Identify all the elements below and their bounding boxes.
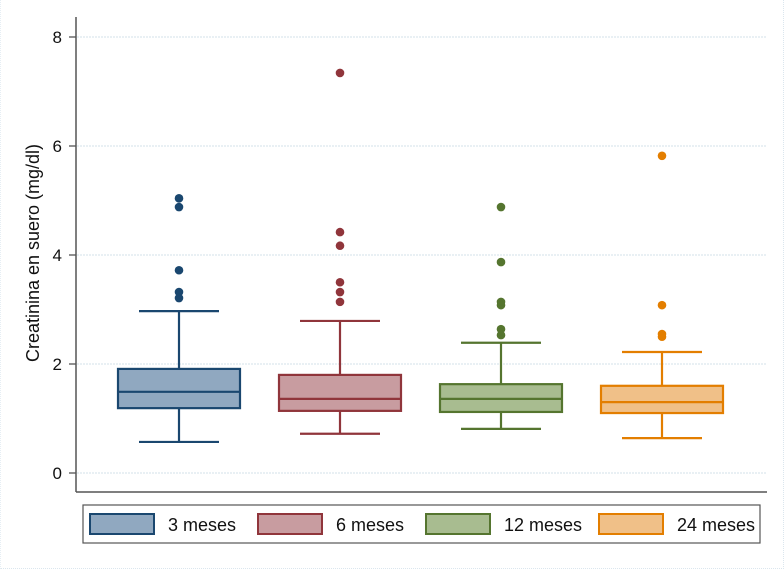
y-axis-title: Creatinina en suero (mg/dl) — [23, 144, 43, 362]
box-group-12-meses — [438, 202, 564, 430]
outlier-point — [496, 202, 506, 212]
y-tick-label: 6 — [53, 137, 62, 156]
y-tick-label: 2 — [53, 355, 62, 374]
outlier-point — [174, 265, 184, 275]
outlier-point — [174, 287, 184, 297]
box-group-6-meses — [277, 68, 403, 435]
legend-item: 12 meses — [425, 513, 582, 535]
outlier-point — [174, 293, 184, 303]
outlier-point — [657, 332, 667, 342]
iqr-box — [599, 384, 725, 415]
legend-label: 24 meses — [677, 515, 755, 535]
legend-swatch — [425, 513, 491, 535]
box-group-3-meses — [116, 194, 242, 444]
iqr-box — [277, 373, 403, 412]
outlier-point — [174, 202, 184, 212]
iqr-box — [116, 367, 242, 410]
box-group-24-meses — [599, 151, 725, 440]
legend: 3 meses 6 meses 12 meses 24 meses — [82, 504, 761, 544]
outlier-point — [496, 324, 506, 334]
y-ticks: 0 2 4 6 8 — [53, 28, 76, 483]
legend-item: 3 meses — [89, 513, 236, 535]
legend-swatch — [89, 513, 155, 535]
outlier-point — [335, 297, 345, 307]
outlier-point — [335, 277, 345, 287]
outlier-point — [496, 257, 506, 267]
boxes — [116, 68, 725, 444]
y-tick-label: 0 — [53, 464, 62, 483]
outlier-point — [335, 287, 345, 297]
legend-label: 12 meses — [504, 515, 582, 535]
legend-item: 6 meses — [257, 513, 404, 535]
legend-label: 6 meses — [336, 515, 404, 535]
outlier-point — [657, 300, 667, 310]
outlier-point — [335, 227, 345, 237]
outlier-point — [496, 330, 506, 340]
outlier-point — [335, 68, 345, 78]
outlier-point — [174, 194, 184, 203]
legend-swatch — [257, 513, 323, 535]
outlier-point — [657, 151, 667, 161]
legend-swatch — [598, 513, 664, 535]
legend-item: 24 meses — [598, 513, 755, 535]
outlier-point — [335, 241, 345, 251]
legend-label: 3 meses — [168, 515, 236, 535]
gridlines — [77, 36, 767, 474]
y-tick-label: 4 — [53, 246, 62, 265]
outlier-point — [496, 300, 506, 310]
y-tick-label: 8 — [53, 28, 62, 47]
